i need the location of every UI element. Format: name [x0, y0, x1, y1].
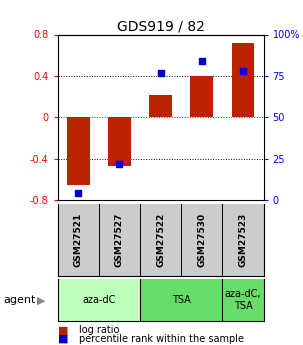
Text: GSM27530: GSM27530 — [197, 213, 206, 267]
Text: GSM27521: GSM27521 — [74, 213, 83, 267]
Point — [76, 191, 81, 196]
Bar — [140, 204, 181, 276]
Bar — [58, 204, 99, 276]
Text: ▶: ▶ — [37, 295, 45, 305]
Point — [117, 161, 122, 166]
Bar — [99, 204, 140, 276]
Bar — [67, 117, 89, 185]
Bar — [222, 279, 264, 321]
Bar — [222, 204, 264, 276]
Point — [158, 70, 163, 75]
Bar — [149, 95, 172, 117]
Bar — [191, 76, 213, 117]
Text: aza-dC,
TSA: aza-dC, TSA — [225, 289, 261, 311]
Text: ■: ■ — [58, 334, 68, 344]
Bar — [232, 43, 254, 117]
Text: percentile rank within the sample: percentile rank within the sample — [79, 334, 244, 344]
Text: agent: agent — [3, 295, 35, 305]
Bar — [108, 117, 131, 166]
Text: TSA: TSA — [172, 295, 191, 305]
Text: log ratio: log ratio — [79, 325, 119, 335]
Bar — [140, 279, 222, 321]
Text: GSM27522: GSM27522 — [156, 213, 165, 267]
Text: GSM27523: GSM27523 — [238, 213, 248, 267]
Point — [241, 68, 245, 74]
Text: ■: ■ — [58, 325, 68, 335]
Bar — [58, 279, 140, 321]
Point — [199, 58, 204, 64]
Text: aza-dC: aza-dC — [82, 295, 115, 305]
Title: GDS919 / 82: GDS919 / 82 — [117, 19, 205, 33]
Text: GSM27527: GSM27527 — [115, 213, 124, 267]
Bar — [181, 204, 222, 276]
